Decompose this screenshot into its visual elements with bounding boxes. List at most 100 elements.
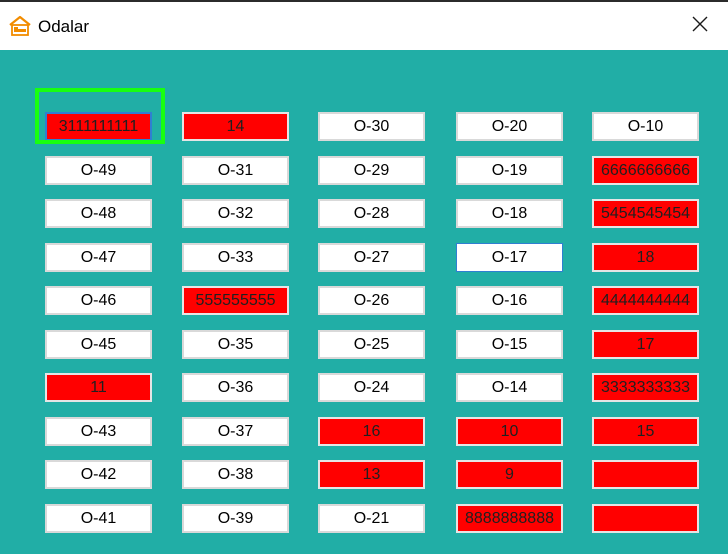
room-button[interactable] (592, 504, 699, 533)
room-label: 6666666666 (601, 161, 690, 179)
room-label: O-30 (353, 117, 390, 135)
room-button[interactable]: O-25 (318, 330, 425, 359)
room-label: 13 (362, 465, 381, 483)
room-button[interactable]: 13 (318, 460, 425, 489)
room-label: 9 (505, 465, 514, 483)
room-label: O-43 (80, 422, 117, 440)
room-label: O-39 (217, 509, 254, 527)
room-label: O-26 (353, 291, 390, 309)
room-button[interactable]: O-27 (318, 243, 425, 272)
room-label: 3111111111 (58, 117, 139, 135)
room-label: O-37 (217, 422, 254, 440)
room-button[interactable]: 17 (592, 330, 699, 359)
room-label: O-31 (217, 161, 254, 179)
room-button[interactable]: 555555555 (182, 286, 289, 315)
room-label: 8888888888 (465, 509, 554, 527)
room-label: O-19 (491, 161, 528, 179)
room-button[interactable]: 3333333333 (592, 373, 699, 402)
room-label: O-35 (217, 335, 254, 353)
room-button[interactable]: 14 (182, 112, 289, 141)
room-button[interactable]: O-36 (182, 373, 289, 402)
room-button[interactable]: 16 (318, 417, 425, 446)
room-button[interactable]: O-37 (182, 417, 289, 446)
room-label: O-25 (353, 335, 390, 353)
room-button[interactable]: O-18 (456, 199, 563, 228)
window-title: Odalar (38, 17, 90, 36)
room-label: 11 (90, 378, 107, 396)
room-button[interactable]: 11 (45, 373, 152, 402)
room-label: 14 (226, 117, 245, 135)
rooms-panel: 3111111111 14 O-30 O-20 O-10 O-49 O-31 O-29 O-19… (0, 50, 728, 554)
room-button[interactable]: O-24 (318, 373, 425, 402)
room-label: O-36 (217, 378, 254, 396)
room-button[interactable]: O-39 (182, 504, 289, 533)
room-button[interactable]: O-16 (456, 286, 563, 315)
room-button[interactable]: O-17 (456, 243, 563, 272)
title-bar: Odalar (0, 0, 728, 50)
room-label: O-20 (491, 117, 528, 135)
room-button[interactable]: O-35 (182, 330, 289, 359)
room-button[interactable]: O-46 (45, 286, 152, 315)
room-button[interactable]: O-48 (45, 199, 152, 228)
room-label: O-29 (353, 161, 390, 179)
room-label: 5454545454 (601, 204, 690, 222)
room-button[interactable]: O-28 (318, 199, 425, 228)
room-label: O-32 (217, 204, 254, 222)
room-label: O-48 (80, 204, 117, 222)
room-button[interactable]: O-47 (45, 243, 152, 272)
room-label: O-14 (491, 378, 528, 396)
room-button[interactable]: O-21 (318, 504, 425, 533)
room-label: O-38 (217, 465, 254, 483)
room-button[interactable]: O-38 (182, 460, 289, 489)
room-button[interactable]: 15 (592, 417, 699, 446)
close-button[interactable] (672, 2, 728, 50)
room-button[interactable]: O-15 (456, 330, 563, 359)
room-button[interactable]: O-33 (182, 243, 289, 272)
bed-house-icon (8, 15, 32, 37)
room-label: O-28 (353, 204, 390, 222)
room-button[interactable]: 8888888888 (456, 504, 563, 533)
room-button[interactable]: 10 (456, 417, 563, 446)
room-button[interactable]: O-19 (456, 156, 563, 185)
room-label: O-24 (353, 378, 390, 396)
room-button[interactable]: O-20 (456, 112, 563, 141)
room-label: O-41 (80, 509, 117, 527)
room-button[interactable]: 18 (592, 243, 699, 272)
room-label: O-15 (491, 335, 528, 353)
room-label: 555555555 (195, 291, 276, 309)
room-button[interactable]: 5454545454 (592, 199, 699, 228)
room-label: O-33 (217, 248, 254, 266)
room-label: O-10 (627, 117, 664, 135)
room-label: 15 (636, 422, 655, 440)
room-label: 10 (500, 422, 519, 440)
room-button[interactable]: 4444444444 (592, 286, 699, 315)
room-button[interactable]: 6666666666 (592, 156, 699, 185)
room-label: O-46 (80, 291, 117, 309)
room-label: O-17 (491, 248, 528, 266)
room-button[interactable]: O-45 (45, 330, 152, 359)
room-button[interactable]: O-42 (45, 460, 152, 489)
room-button[interactable]: O-10 (592, 112, 699, 141)
room-label: O-21 (353, 509, 390, 527)
room-label: O-45 (80, 335, 117, 353)
room-button[interactable]: O-26 (318, 286, 425, 315)
room-button[interactable]: 3111111111 (45, 112, 152, 141)
room-button[interactable] (592, 460, 699, 489)
room-label: O-27 (353, 248, 390, 266)
room-button[interactable]: 9 (456, 460, 563, 489)
room-button[interactable]: O-29 (318, 156, 425, 185)
room-button[interactable]: O-14 (456, 373, 563, 402)
room-label: O-49 (80, 161, 117, 179)
room-button[interactable]: O-31 (182, 156, 289, 185)
room-label: O-18 (491, 204, 528, 222)
room-button[interactable]: O-32 (182, 199, 289, 228)
room-button[interactable]: O-30 (318, 112, 425, 141)
room-label: 4444444444 (601, 291, 690, 309)
room-button[interactable]: O-49 (45, 156, 152, 185)
room-label: O-16 (491, 291, 528, 309)
room-label: O-47 (80, 248, 117, 266)
room-button[interactable]: O-43 (45, 417, 152, 446)
close-icon (691, 15, 709, 38)
room-label: 16 (362, 422, 381, 440)
room-button[interactable]: O-41 (45, 504, 152, 533)
